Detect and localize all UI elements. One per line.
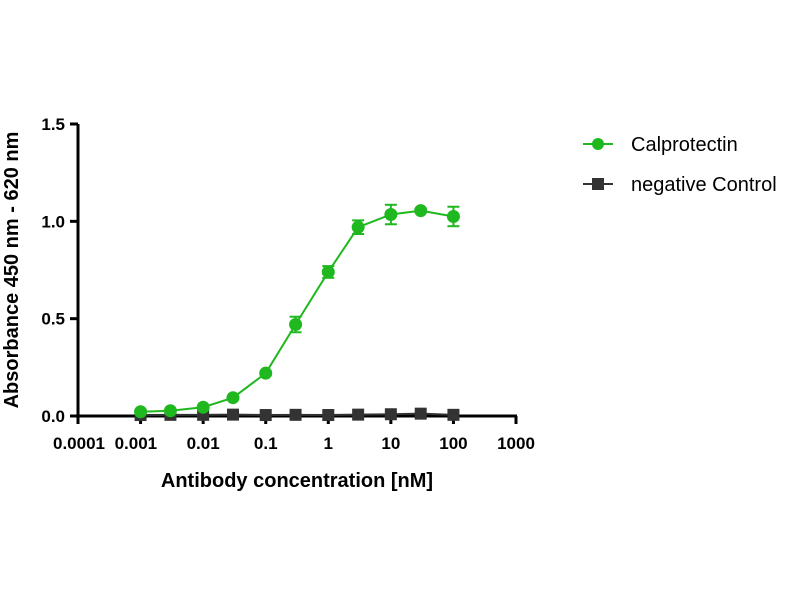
data-point [289,318,303,332]
x-tick-label: 100 [439,434,467,453]
data-point [446,209,460,223]
y-tick-label: 1.0 [41,212,65,231]
y-tick-label: 0.5 [41,310,65,329]
legend-marker [592,138,604,150]
data-point [226,391,240,405]
legend-item-negative-control: negative Control [583,174,777,196]
legend-label: negative Control [631,174,777,196]
x-tick-label: 0.01 [187,434,220,453]
data-point [259,366,273,380]
y-tick-label: 0.0 [41,407,65,426]
series-layer [134,203,460,422]
data-point [196,400,210,414]
x-tick-label: 0.0001 [53,434,105,453]
data-point [321,265,335,279]
series-line [140,209,454,413]
data-point [414,407,427,420]
legend-label: Calprotectin [631,134,738,156]
x-tick-label: 0.1 [254,434,278,453]
legend: Calprotectin negative Control [583,134,777,196]
legend-item-calprotectin: Calprotectin [583,134,738,156]
x-tick-label: 1000 [497,434,535,453]
series-calprotectin [134,203,460,419]
x-tick-label: 10 [381,434,400,453]
data-point [352,408,365,421]
x-tick-label: 0.001 [115,434,158,453]
legend-marker [592,178,604,190]
axes: 0.0001 0.001 0.01 0.1 1 10 100 1000 0.0 0.5 1.0 1.5 [41,115,535,453]
data-point [289,408,302,421]
data-point [384,208,398,222]
data-point [134,405,148,419]
data-point [163,404,177,418]
y-axis-title: Absorbance 450 nm - 620 nm [1,132,23,409]
y-tick-label: 1.5 [41,115,65,134]
data-point [414,204,428,218]
data-point [322,409,335,422]
data-point [259,409,272,422]
data-point [447,408,460,421]
data-point [384,408,397,421]
x-tick-label: 1 [324,434,333,453]
data-point [226,408,239,421]
data-point [351,220,365,234]
x-axis-title: Antibody concentration [nM] [161,470,433,492]
